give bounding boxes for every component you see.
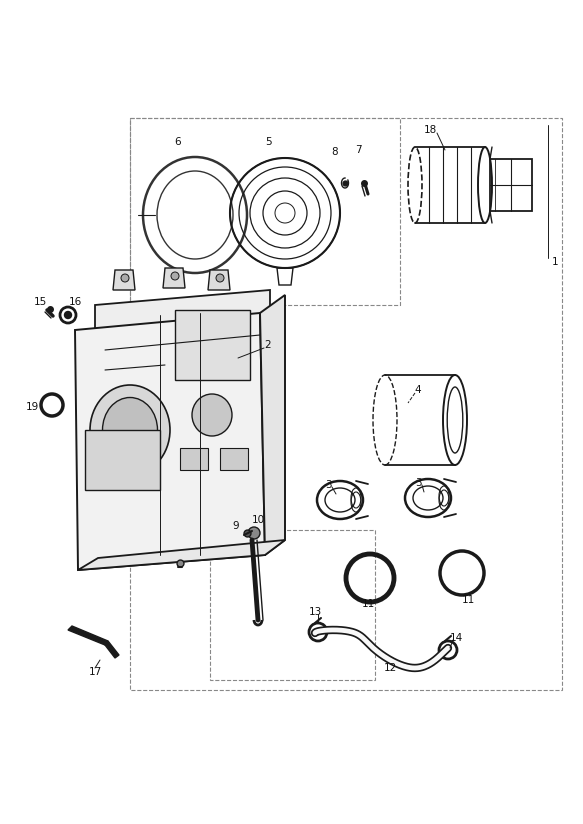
- Circle shape: [121, 274, 129, 282]
- Bar: [85, 430, 160, 490]
- Text: 15: 15: [33, 297, 47, 307]
- Text: 3: 3: [325, 480, 331, 490]
- Text: 13: 13: [308, 607, 322, 617]
- Bar: [175, 310, 250, 380]
- Bar: [490, 159, 532, 211]
- Polygon shape: [78, 540, 285, 570]
- Text: 7: 7: [354, 145, 361, 155]
- Text: 14: 14: [449, 633, 463, 643]
- Text: 8: 8: [332, 147, 338, 157]
- Ellipse shape: [90, 385, 170, 475]
- Text: 18: 18: [423, 125, 437, 135]
- Text: 16: 16: [68, 297, 82, 307]
- Bar: [180, 448, 208, 470]
- Circle shape: [248, 527, 260, 539]
- Ellipse shape: [192, 394, 232, 436]
- Text: 2: 2: [265, 340, 271, 350]
- Circle shape: [171, 272, 179, 280]
- Text: 12: 12: [384, 663, 396, 673]
- Text: 6: 6: [175, 137, 181, 147]
- Text: 3: 3: [415, 478, 422, 488]
- Text: 11: 11: [461, 595, 475, 605]
- Polygon shape: [95, 290, 270, 330]
- Polygon shape: [163, 268, 185, 288]
- Text: 5: 5: [265, 137, 271, 147]
- Bar: [220, 448, 248, 470]
- Circle shape: [65, 311, 72, 319]
- Polygon shape: [260, 295, 285, 555]
- Polygon shape: [75, 313, 265, 570]
- Text: 11: 11: [361, 599, 375, 609]
- Ellipse shape: [103, 397, 157, 462]
- Circle shape: [216, 274, 224, 282]
- Polygon shape: [68, 626, 108, 645]
- Text: 9: 9: [233, 521, 239, 531]
- Text: 1: 1: [552, 257, 559, 267]
- Polygon shape: [105, 641, 119, 658]
- Polygon shape: [113, 270, 135, 290]
- Text: 19: 19: [26, 402, 38, 412]
- Polygon shape: [208, 270, 230, 290]
- Text: 17: 17: [89, 667, 101, 677]
- Text: 10: 10: [251, 515, 265, 525]
- Text: 4: 4: [415, 385, 422, 395]
